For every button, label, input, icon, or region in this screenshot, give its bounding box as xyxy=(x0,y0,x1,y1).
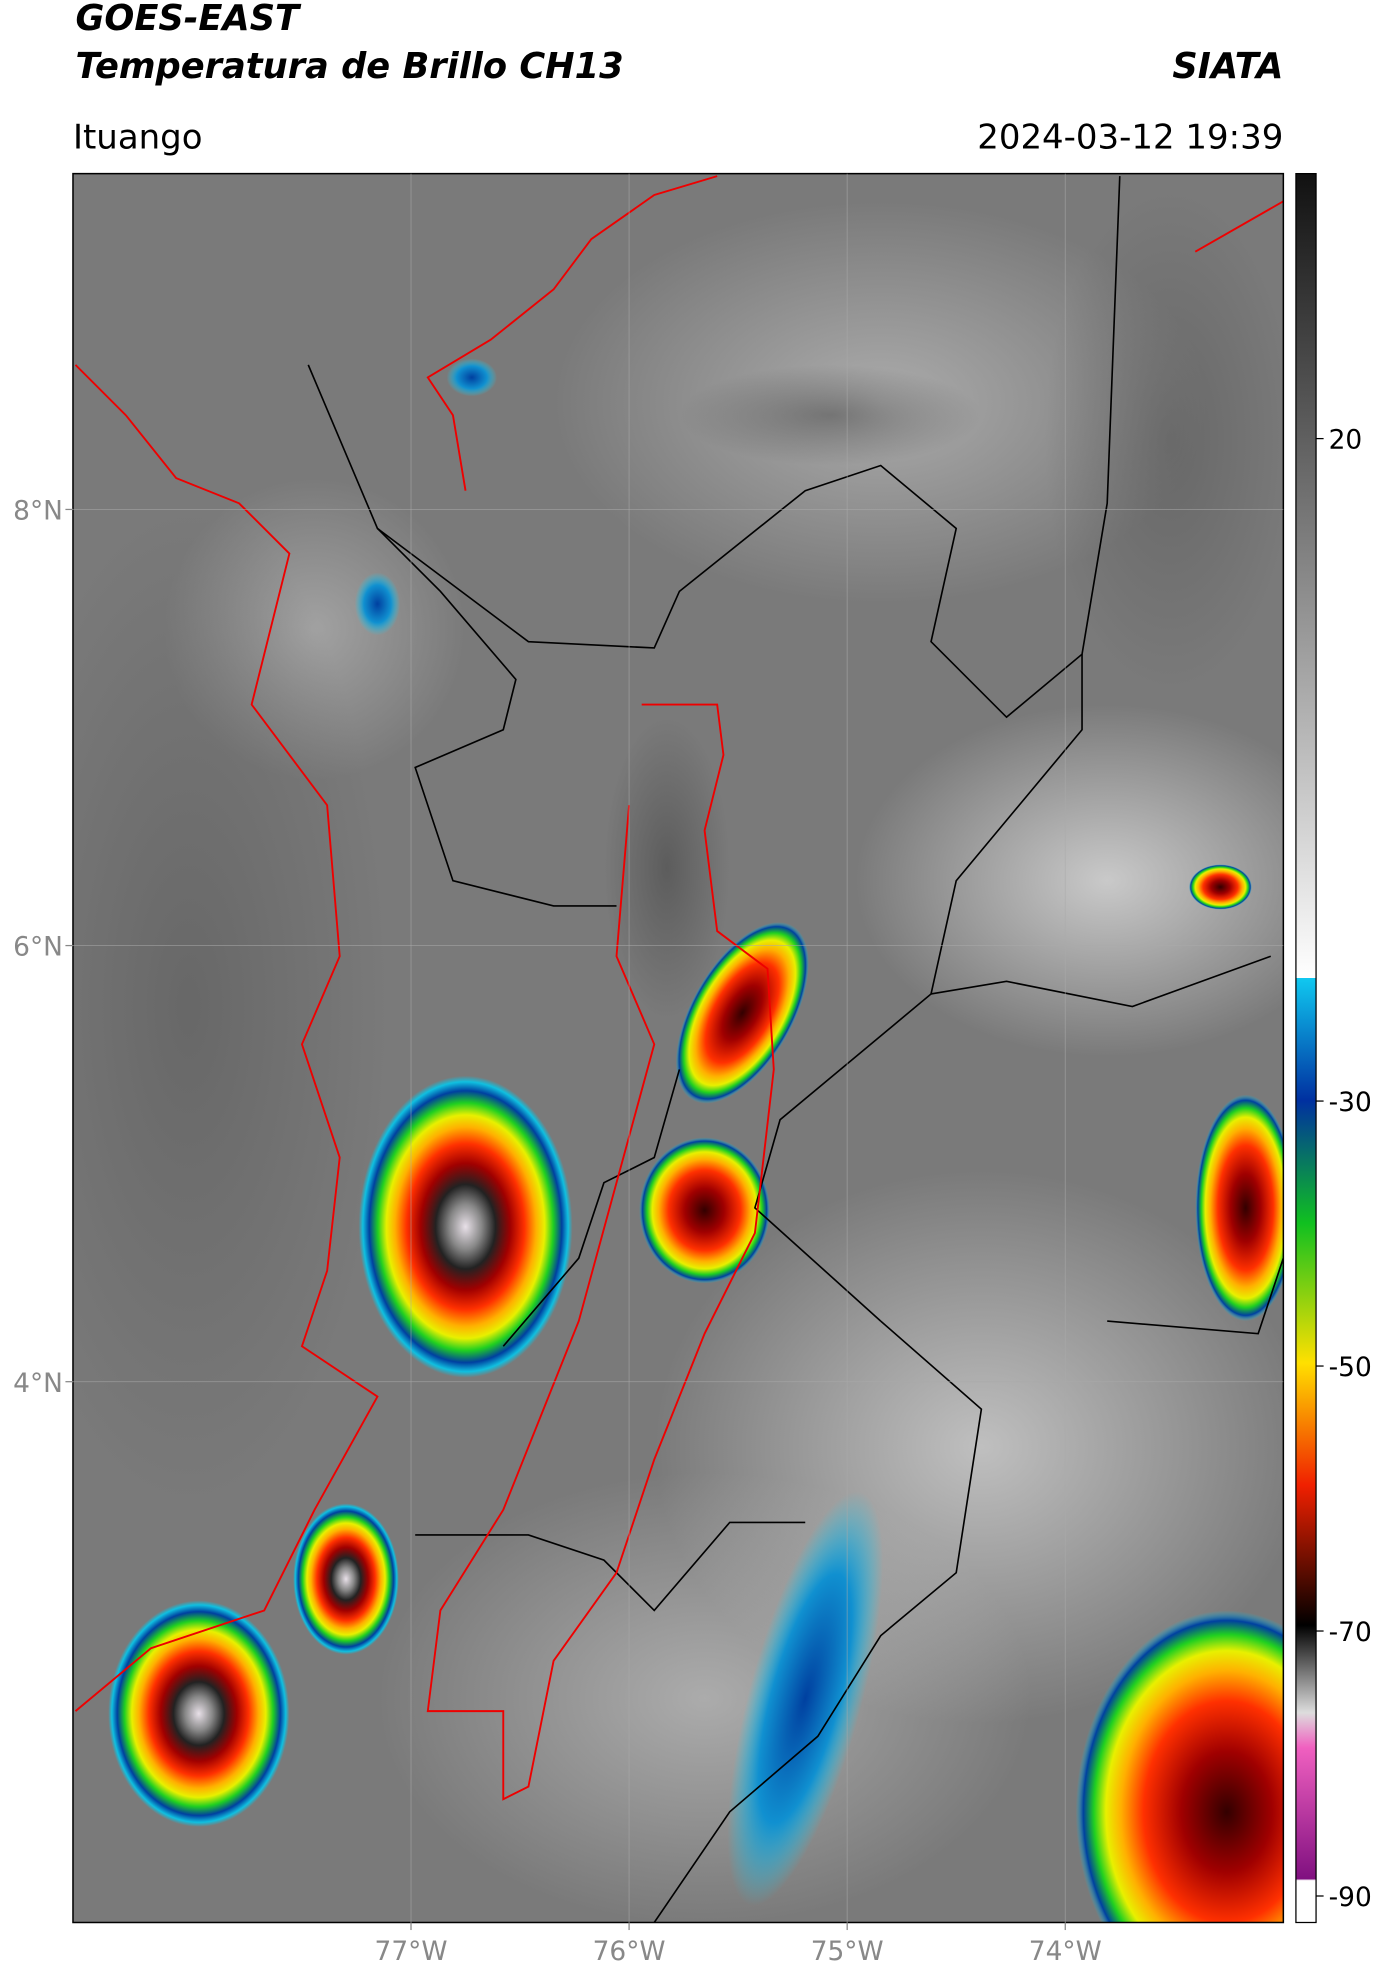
organization: SIATA xyxy=(1172,46,1283,87)
colorbar-label: -90 xyxy=(1329,1882,1372,1913)
colorbar-label: 20 xyxy=(1329,425,1363,456)
y-tick-label: 8°N xyxy=(13,496,63,527)
map-frame xyxy=(72,172,1285,1924)
y-tick-label: 4°N xyxy=(13,1368,63,1399)
x-tick-label: 74°W xyxy=(1029,1936,1102,1967)
x-tick-label: 76°W xyxy=(593,1936,666,1967)
subtitle: Temperatura de Brillo CH13 xyxy=(75,46,623,87)
colorbar-label: -50 xyxy=(1329,1352,1372,1383)
x-tick-label: 77°W xyxy=(375,1936,448,1967)
colorbar-label: -70 xyxy=(1329,1617,1372,1648)
colorbar-label: -30 xyxy=(1329,1087,1372,1118)
location: Ituango xyxy=(73,117,203,157)
title: GOES-EAST xyxy=(75,0,302,39)
x-tick-label: 75°W xyxy=(811,1936,884,1967)
y-tick-label: 6°N xyxy=(13,932,63,963)
satellite-image xyxy=(72,173,1284,1923)
timestamp: 2024-03-12 19:39 xyxy=(977,117,1283,157)
colorbar xyxy=(1295,172,1317,1924)
